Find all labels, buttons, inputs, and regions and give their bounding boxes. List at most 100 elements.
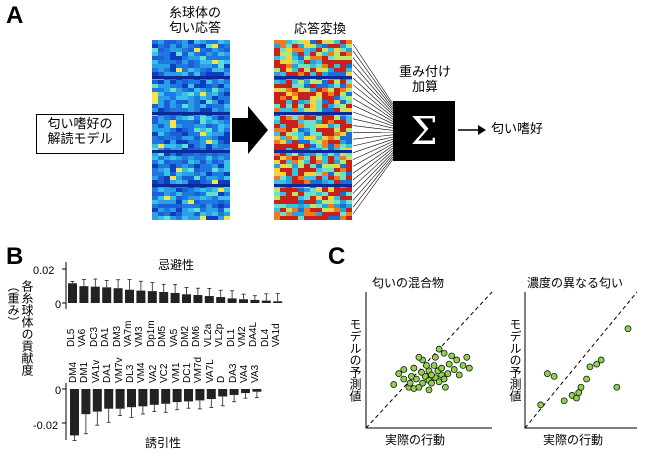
identity-line-0	[365, 291, 493, 429]
bar-VA2	[149, 389, 159, 405]
output-arrow-icon	[478, 125, 486, 135]
bar-VL2p	[216, 297, 226, 303]
scatter-point	[593, 360, 601, 368]
bar-VA1d	[273, 301, 283, 303]
bar-DM1	[81, 389, 91, 415]
scatter-point	[459, 362, 467, 369]
scatter-point	[406, 379, 414, 387]
glomerular-response-title: 糸球体の 匂い応答	[150, 6, 240, 36]
scatter-point	[465, 364, 473, 372]
scatter-point	[550, 372, 558, 380]
decoding-model-box: 匂い嗜好の 解読モデル	[36, 114, 124, 154]
scatter-point	[418, 368, 425, 376]
aversive-label: 忌避性	[158, 258, 195, 272]
scatter-point	[400, 375, 408, 383]
scatter-point	[445, 360, 453, 368]
bar-VM2	[239, 299, 248, 303]
scatter-right-title: 濃度の異なる匂い	[527, 276, 624, 290]
bar-DM5	[159, 291, 169, 303]
bar-VM7v	[115, 389, 125, 409]
glomerular-title-line1: 糸球体の	[168, 6, 221, 21]
scatter-point	[450, 366, 458, 373]
scatter-point	[448, 352, 456, 360]
scatter-point	[440, 375, 448, 383]
tick-label-zero-bottom: 0	[55, 385, 62, 397]
bar-D	[218, 389, 228, 397]
scatter-left-ylabel: モデルの予測値	[348, 318, 362, 402]
scatter-point	[463, 353, 471, 361]
ylabel-line1: 各糸球体の貢献度	[20, 280, 34, 376]
scatter-point	[390, 381, 398, 388]
bar-VM7d	[195, 389, 205, 401]
glomerular-title-line2: 匂い応答	[168, 21, 221, 36]
scatter-point	[455, 371, 463, 379]
output-preference-label: 匂い嗜好	[491, 122, 544, 137]
scatter-point	[428, 379, 435, 387]
scatter-point	[597, 356, 605, 364]
big-arrow-icon	[232, 106, 268, 154]
scatter-point	[400, 366, 408, 373]
scatter-point	[419, 379, 427, 387]
scatter-point	[577, 383, 585, 391]
panel-letter-c: C	[328, 243, 346, 270]
scatter-point	[415, 383, 423, 391]
bar-DM3	[113, 288, 123, 303]
bar-VC2	[161, 389, 171, 404]
weighted-sum-label: 重み付け 加算	[390, 65, 460, 95]
scatter-point	[413, 375, 420, 383]
sum-label-line1: 重み付け	[398, 65, 451, 80]
bar-DM6	[193, 295, 203, 303]
bar-VM3	[136, 290, 146, 303]
sigma-symbol: Σ	[410, 109, 438, 153]
bar-DA1	[102, 287, 112, 303]
scatter-point	[444, 370, 452, 377]
scatter-point	[453, 356, 461, 364]
tick-label-zero-top: 0	[55, 299, 62, 311]
scatter-point	[395, 370, 403, 377]
bar-VA6	[79, 286, 89, 303]
bar-Dp1m	[147, 291, 157, 303]
bar-VA4	[241, 389, 250, 394]
sum-label-line2: 加算	[411, 80, 438, 95]
scatter-point	[438, 364, 445, 372]
bar-DC1	[184, 389, 193, 402]
scatter-left-xlabel: 実際の行動	[385, 433, 446, 447]
bar-DL5	[68, 283, 77, 303]
bar-DA4L	[250, 299, 260, 303]
bar-DL1	[227, 298, 237, 303]
bar-DL4	[261, 300, 271, 303]
scatter-point	[421, 372, 429, 380]
bar-DM4	[70, 389, 79, 436]
bar-VA3	[252, 389, 262, 392]
bar-DM2	[182, 294, 191, 303]
scatter-point	[560, 397, 568, 405]
scatter-point	[430, 362, 438, 369]
scatter-point	[624, 325, 632, 333]
bar-VM1	[172, 389, 182, 403]
bar-VM4	[138, 389, 148, 407]
attractive-label: 誘引性	[145, 436, 182, 450]
scatter-point	[583, 375, 590, 383]
scatter-point	[442, 383, 449, 391]
transformed-heatmap	[274, 40, 352, 220]
scatter-point	[410, 364, 418, 372]
bar-VA7m	[125, 289, 134, 303]
bar-DA3	[229, 389, 239, 395]
scatter-point	[431, 353, 439, 361]
bar-DL3	[127, 389, 136, 408]
tick-label-pos002: 0.02	[33, 265, 55, 277]
bar-VA5	[170, 292, 180, 303]
transform-title: 応答変換	[293, 22, 346, 37]
scatter-left-title: 匂いの混合物	[372, 276, 445, 290]
scatter-point	[440, 349, 448, 357]
scatter-right-xlabel: 実際の行動	[543, 433, 604, 447]
model-box-line2: 解読モデル	[47, 132, 113, 147]
bar-VA1v	[92, 389, 102, 412]
bar-DC3	[90, 286, 100, 303]
bar-VL2a	[204, 296, 214, 303]
scatter-point	[586, 363, 594, 371]
contribution-ylabel: 各糸球体の貢献度 （重み）	[6, 280, 34, 430]
